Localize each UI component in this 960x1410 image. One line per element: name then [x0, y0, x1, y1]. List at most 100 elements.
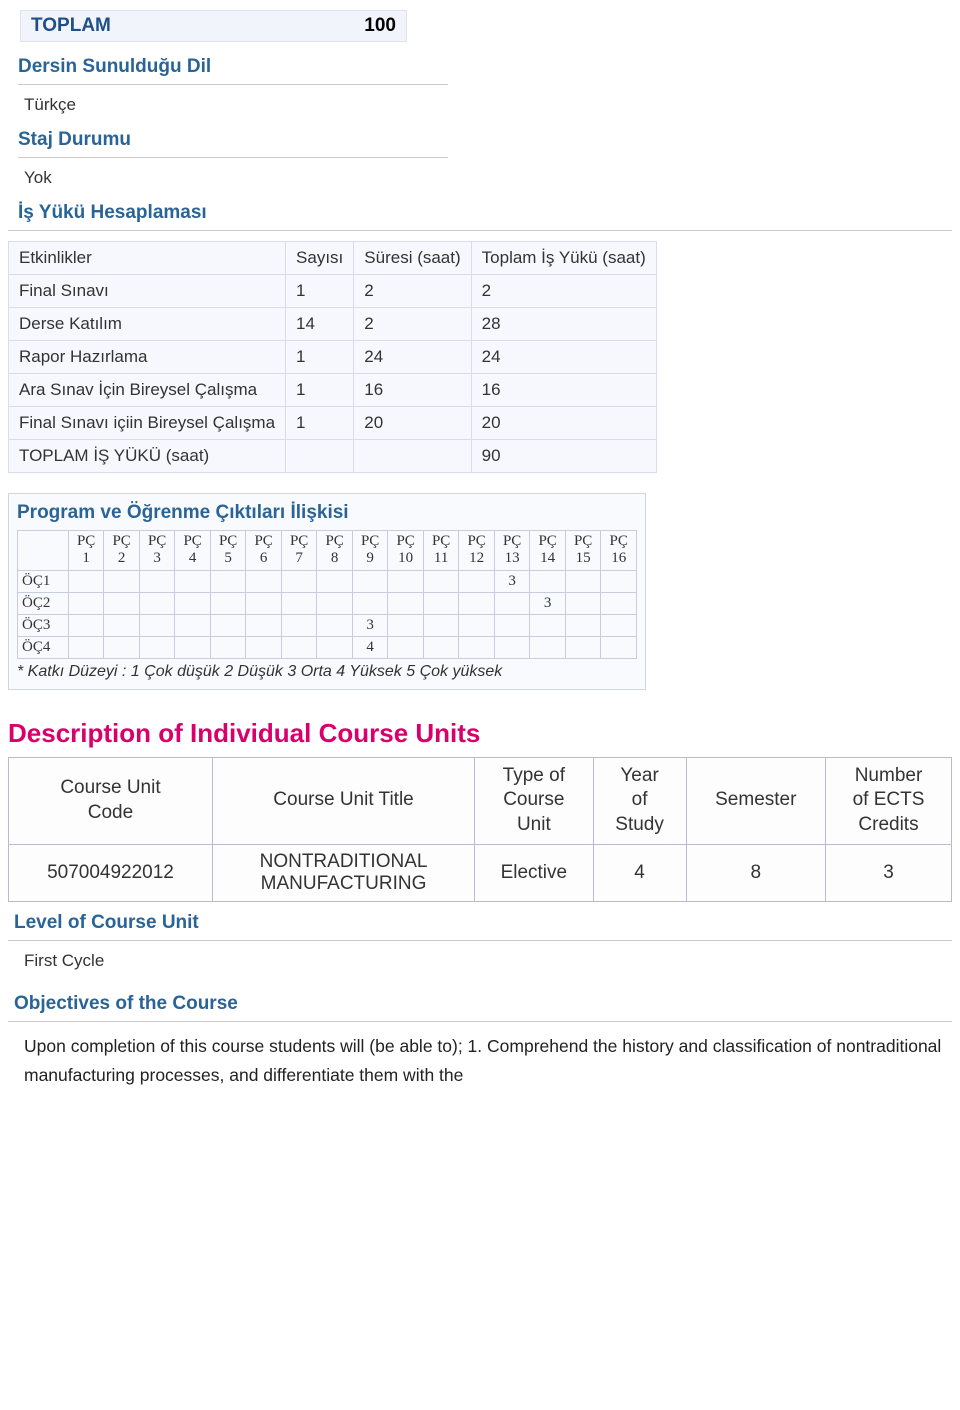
workload-header: Toplam İş Yükü (saat) [471, 242, 656, 275]
matrix-row-header: ÖÇ2 [18, 592, 69, 614]
level-heading: Level of Course Unit [14, 912, 952, 934]
description-heading: Description of Individual Course Units [8, 718, 952, 749]
workload-cell: 2 [354, 308, 471, 341]
workload-cell: 2 [354, 275, 471, 308]
workload-header: Etkinlikler [9, 242, 286, 275]
matrix-cell: 3 [494, 570, 530, 592]
table-row: 507004922012NONTRADITIONALMANUFACTURINGE… [9, 844, 952, 901]
divider [8, 230, 952, 231]
matrix-col-header: PÇ12 [459, 531, 495, 571]
matrix-cell: 4 [352, 636, 388, 658]
matrix-cell: 3 [352, 614, 388, 636]
matrix-cell [317, 570, 353, 592]
matrix-col-header: PÇ2 [104, 531, 140, 571]
table-row: ÖÇ4 4 [18, 636, 637, 658]
matrix-cell [530, 636, 566, 658]
table-row: TOPLAM İŞ YÜKÜ (saat)90 [9, 440, 657, 473]
matrix-cell [388, 636, 424, 658]
course-cell: Elective [475, 844, 593, 901]
matrix-col-header: PÇ6 [246, 531, 282, 571]
course-header: Type ofCourseUnit [475, 757, 593, 844]
matrix-cell [565, 614, 601, 636]
matrix-cell [210, 570, 246, 592]
matrix-heading: Program ve Öğrenme Çıktıları İlişkisi [17, 502, 637, 524]
matrix-col-header: PÇ8 [317, 531, 353, 571]
divider [8, 1021, 952, 1022]
matrix-cell [104, 570, 140, 592]
matrix-cell [68, 592, 104, 614]
matrix-corner [18, 531, 69, 571]
workload-cell: Derse Katılım [9, 308, 286, 341]
matrix-col-header: PÇ10 [388, 531, 424, 571]
course-header: Numberof ECTSCredits [826, 757, 952, 844]
matrix-cell [281, 636, 317, 658]
matrix-col-header: PÇ14 [530, 531, 566, 571]
workload-cell [354, 440, 471, 473]
matrix-cell [530, 570, 566, 592]
matrix-cell [68, 636, 104, 658]
matrix-cell [494, 614, 530, 636]
workload-cell [286, 440, 354, 473]
toplam-value: 100 [364, 15, 396, 37]
matrix-cell [317, 614, 353, 636]
toplam-label: TOPLAM [31, 15, 111, 37]
matrix-col-header: PÇ3 [139, 531, 175, 571]
matrix-col-header: PÇ1 [68, 531, 104, 571]
table-row: ÖÇ13 [18, 570, 637, 592]
matrix-cell [388, 614, 424, 636]
matrix-container: Program ve Öğrenme Çıktıları İlişkisi PÇ… [8, 493, 646, 690]
objectives-text: Upon completion of this course students … [24, 1032, 944, 1092]
workload-cell: 24 [354, 341, 471, 374]
matrix-note: * Katkı Düzeyi : 1 Çok düşük 2 Düşük 3 O… [17, 663, 637, 681]
matrix-cell [281, 592, 317, 614]
workload-cell: Ara Sınav İçin Bireysel Çalışma [9, 374, 286, 407]
matrix-cell [423, 614, 459, 636]
matrix-col-header: PÇ16 [601, 531, 637, 571]
matrix-cell [565, 592, 601, 614]
table-row: Final Sınavı içiin Bireysel Çalışma12020 [9, 407, 657, 440]
matrix-cell [459, 614, 495, 636]
divider [18, 157, 448, 158]
level-value: First Cycle [24, 951, 952, 971]
matrix-cell [601, 614, 637, 636]
matrix-cell [352, 592, 388, 614]
workload-cell: 28 [471, 308, 656, 341]
workload-cell: 1 [286, 374, 354, 407]
matrix-cell: 3 [530, 592, 566, 614]
workload-cell: Final Sınavı içiin Bireysel Çalışma [9, 407, 286, 440]
matrix-cell [565, 570, 601, 592]
matrix-cell [175, 570, 211, 592]
course-header: Course Unit Title [212, 757, 474, 844]
matrix-cell [139, 614, 175, 636]
matrix-cell [281, 570, 317, 592]
table-row: Derse Katılım14228 [9, 308, 657, 341]
workload-cell: 20 [354, 407, 471, 440]
workload-header: Süresi (saat) [354, 242, 471, 275]
workload-cell: 1 [286, 341, 354, 374]
course-cell: 3 [826, 844, 952, 901]
matrix-cell [423, 592, 459, 614]
matrix-cell [494, 592, 530, 614]
matrix-col-header: PÇ5 [210, 531, 246, 571]
matrix-cell [175, 614, 211, 636]
workload-cell: 24 [471, 341, 656, 374]
table-row: Final Sınavı122 [9, 275, 657, 308]
matrix-cell [565, 636, 601, 658]
matrix-cell [139, 570, 175, 592]
table-row: Ara Sınav İçin Bireysel Çalışma11616 [9, 374, 657, 407]
matrix-cell [210, 592, 246, 614]
matrix-row-header: ÖÇ4 [18, 636, 69, 658]
matrix-cell [459, 592, 495, 614]
dil-value: Türkçe [24, 95, 952, 115]
matrix-col-header: PÇ9 [352, 531, 388, 571]
matrix-cell [459, 636, 495, 658]
course-cell: 507004922012 [9, 844, 213, 901]
matrix-table: PÇ1PÇ2PÇ3PÇ4PÇ5PÇ6PÇ7PÇ8PÇ9PÇ10PÇ11PÇ12P… [17, 530, 637, 659]
objectives-heading: Objectives of the Course [14, 993, 952, 1015]
workload-cell: 16 [354, 374, 471, 407]
course-header: Course UnitCode [9, 757, 213, 844]
workload-header: Sayısı [286, 242, 354, 275]
course-cell: 4 [593, 844, 686, 901]
matrix-cell [104, 592, 140, 614]
matrix-cell [317, 592, 353, 614]
